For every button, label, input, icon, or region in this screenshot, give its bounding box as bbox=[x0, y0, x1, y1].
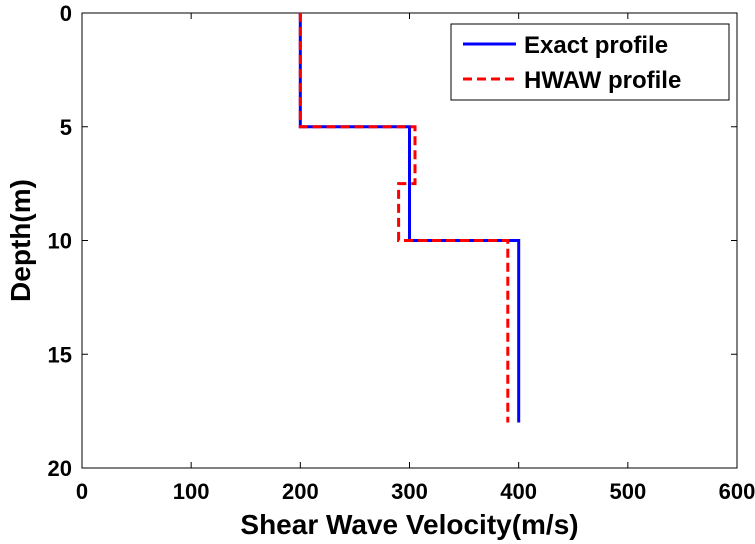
y-axis-ticks: 0 5 10 15 20 bbox=[48, 1, 737, 481]
y-tick-label: 0 bbox=[60, 1, 72, 26]
y-tick-label: 15 bbox=[48, 342, 72, 367]
legend-label-hwaw: HWAW profile bbox=[524, 67, 681, 94]
x-tick-label: 300 bbox=[391, 479, 428, 504]
legend-box bbox=[450, 23, 730, 101]
series-line-hwaw-profile bbox=[298, 13, 510, 423]
x-tick-label: 200 bbox=[282, 479, 319, 504]
x-axis-ticks: 0 100 200 300 400 500 600 bbox=[76, 13, 755, 504]
series-layer bbox=[298, 13, 521, 423]
y-tick-label: 5 bbox=[60, 115, 72, 140]
x-tick-label: 500 bbox=[609, 479, 646, 504]
x-axis-label: Shear Wave Velocity(m/s) bbox=[240, 509, 578, 540]
x-tick-label: 100 bbox=[173, 479, 210, 504]
legend-label-exact: Exact profile bbox=[524, 32, 668, 59]
y-tick-label: 10 bbox=[48, 229, 72, 254]
y-tick-label: 20 bbox=[48, 456, 72, 481]
x-tick-label: 600 bbox=[719, 479, 755, 504]
series-line-exact-profile bbox=[298, 13, 521, 423]
legend: Exact profile HWAW profile bbox=[450, 23, 730, 101]
x-tick-label: 400 bbox=[500, 479, 537, 504]
y-axis-label: Depth(m) bbox=[5, 179, 36, 302]
x-tick-label: 0 bbox=[76, 479, 88, 504]
